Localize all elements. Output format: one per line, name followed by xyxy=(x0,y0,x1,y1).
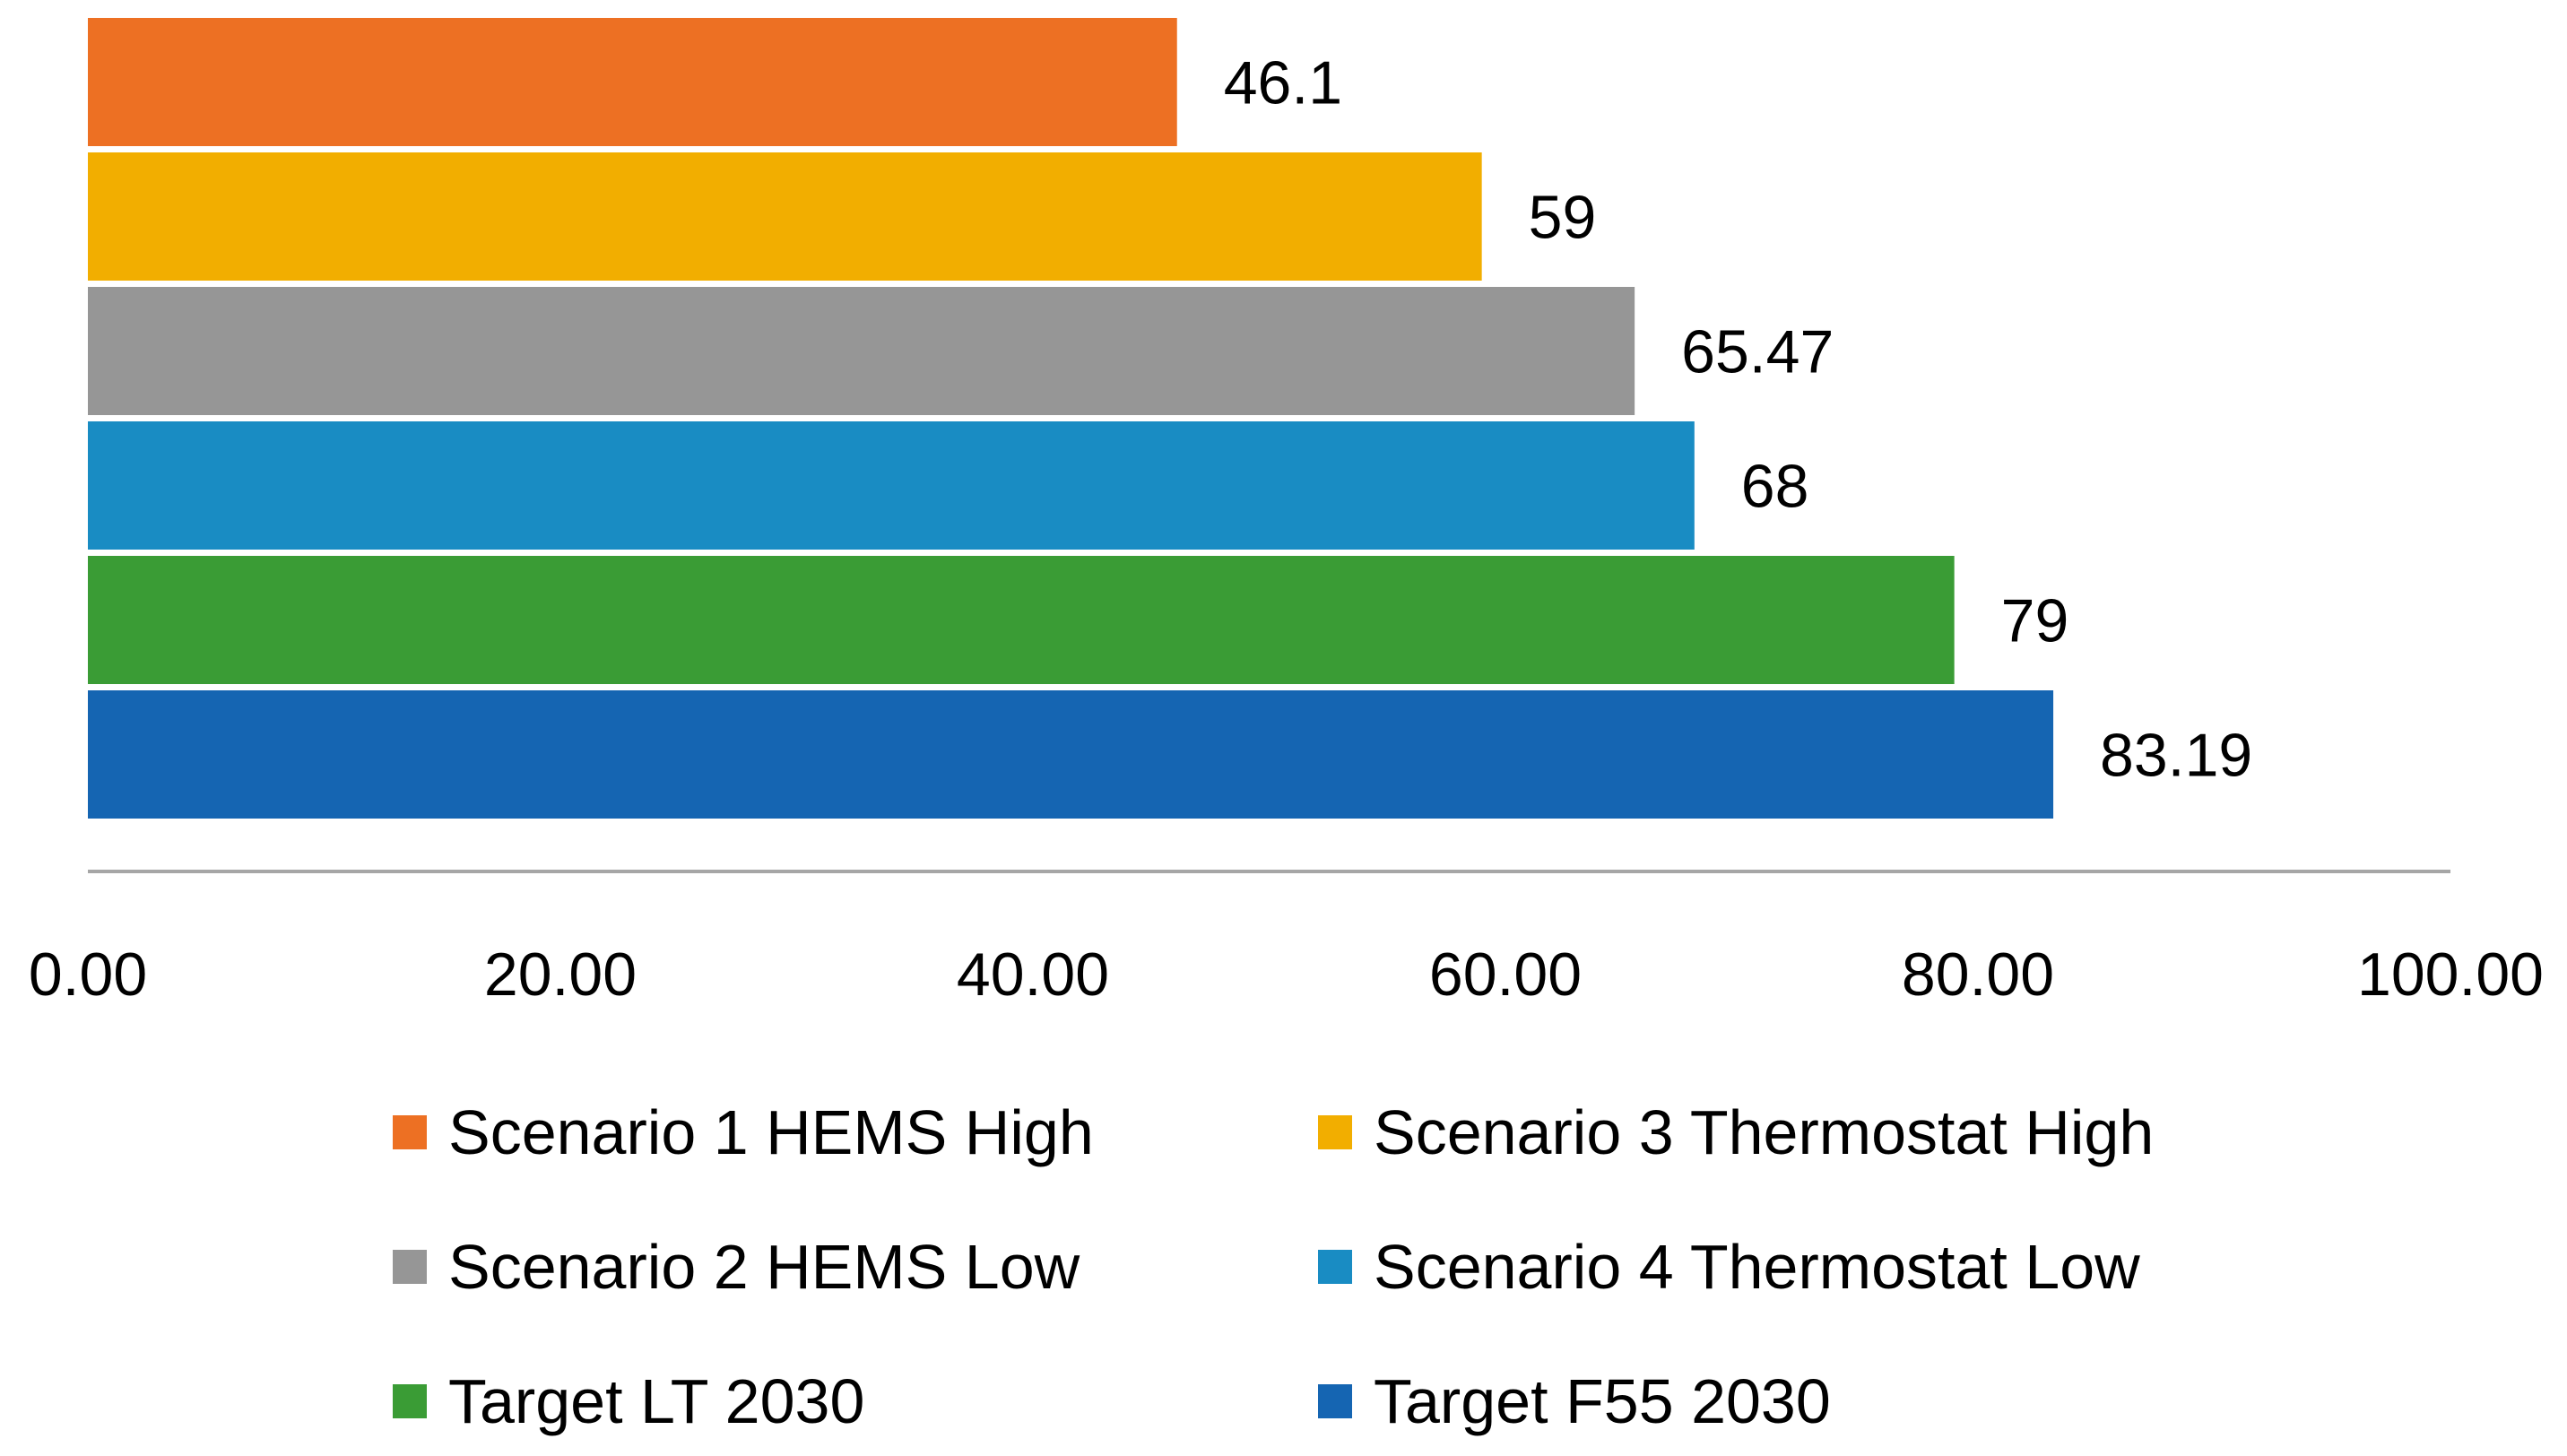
legend-label: Scenario 1 HEMS High xyxy=(448,1097,1094,1167)
legend-label: Target LT 2030 xyxy=(448,1366,864,1436)
legend-swatch xyxy=(1318,1384,1352,1418)
legend-swatch xyxy=(1318,1250,1352,1284)
data-labels-layer: 46.1 59 65.47 68 79 83.19 xyxy=(1224,49,2252,790)
x-tick-label: 20.00 xyxy=(484,940,637,1009)
legend-item: Scenario 1 HEMS High xyxy=(393,1097,1094,1167)
legend-swatch xyxy=(393,1384,427,1418)
legend-label: Scenario 2 HEMS Low xyxy=(448,1232,1080,1302)
bar-4 xyxy=(88,421,1695,550)
x-tick-label: 80.00 xyxy=(1902,940,2054,1009)
data-label-5: 79 xyxy=(2001,587,2069,655)
bar-2 xyxy=(88,152,1482,281)
bar-3 xyxy=(88,287,1635,415)
bar-5 xyxy=(88,556,1955,684)
bar-1 xyxy=(88,18,1177,146)
legend-label: Scenario 3 Thermostat High xyxy=(1374,1097,2154,1167)
bars-layer xyxy=(88,18,2054,819)
legend-label: Scenario 4 Thermostat Low xyxy=(1374,1232,2140,1302)
x-tick-label: 0.00 xyxy=(29,940,147,1009)
data-label-3: 65.47 xyxy=(1681,318,1834,386)
legend-item: Scenario 3 Thermostat High xyxy=(1318,1097,2154,1167)
legend-swatch xyxy=(393,1250,427,1284)
data-label-6: 83.19 xyxy=(2100,722,2252,790)
legend-item: Target F55 2030 xyxy=(1318,1366,1831,1436)
legend-swatch xyxy=(1318,1115,1352,1149)
legend-item: Scenario 2 HEMS Low xyxy=(393,1232,1080,1302)
data-label-4: 68 xyxy=(1741,453,1809,521)
data-label-1: 46.1 xyxy=(1224,49,1342,117)
legend-swatch xyxy=(393,1115,427,1149)
bar-6 xyxy=(88,690,2054,819)
x-axis-ticks: 0.00 20.00 40.00 60.00 80.00 100.00 xyxy=(29,940,2544,1009)
legend-item: Target LT 2030 xyxy=(393,1366,864,1436)
legend-label: Target F55 2030 xyxy=(1374,1366,1831,1436)
x-tick-label: 100.00 xyxy=(2357,940,2544,1009)
x-tick-label: 40.00 xyxy=(957,940,1109,1009)
legend-item: Scenario 4 Thermostat Low xyxy=(1318,1232,2140,1302)
x-tick-label: 60.00 xyxy=(1429,940,1582,1009)
legend: Scenario 1 HEMS High Scenario 3 Thermosta… xyxy=(393,1097,2154,1436)
data-label-2: 59 xyxy=(1529,184,1597,252)
